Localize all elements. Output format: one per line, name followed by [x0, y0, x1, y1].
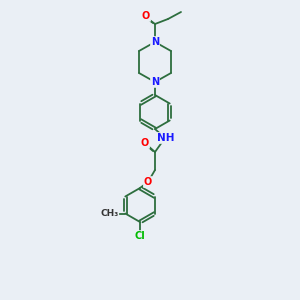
- Text: N: N: [151, 77, 159, 87]
- Text: CH₃: CH₃: [100, 209, 118, 218]
- Text: O: O: [144, 177, 152, 187]
- Text: O: O: [142, 11, 150, 21]
- Text: Cl: Cl: [135, 231, 146, 241]
- Text: NH: NH: [157, 133, 175, 143]
- Text: O: O: [141, 138, 149, 148]
- Text: N: N: [151, 37, 159, 47]
